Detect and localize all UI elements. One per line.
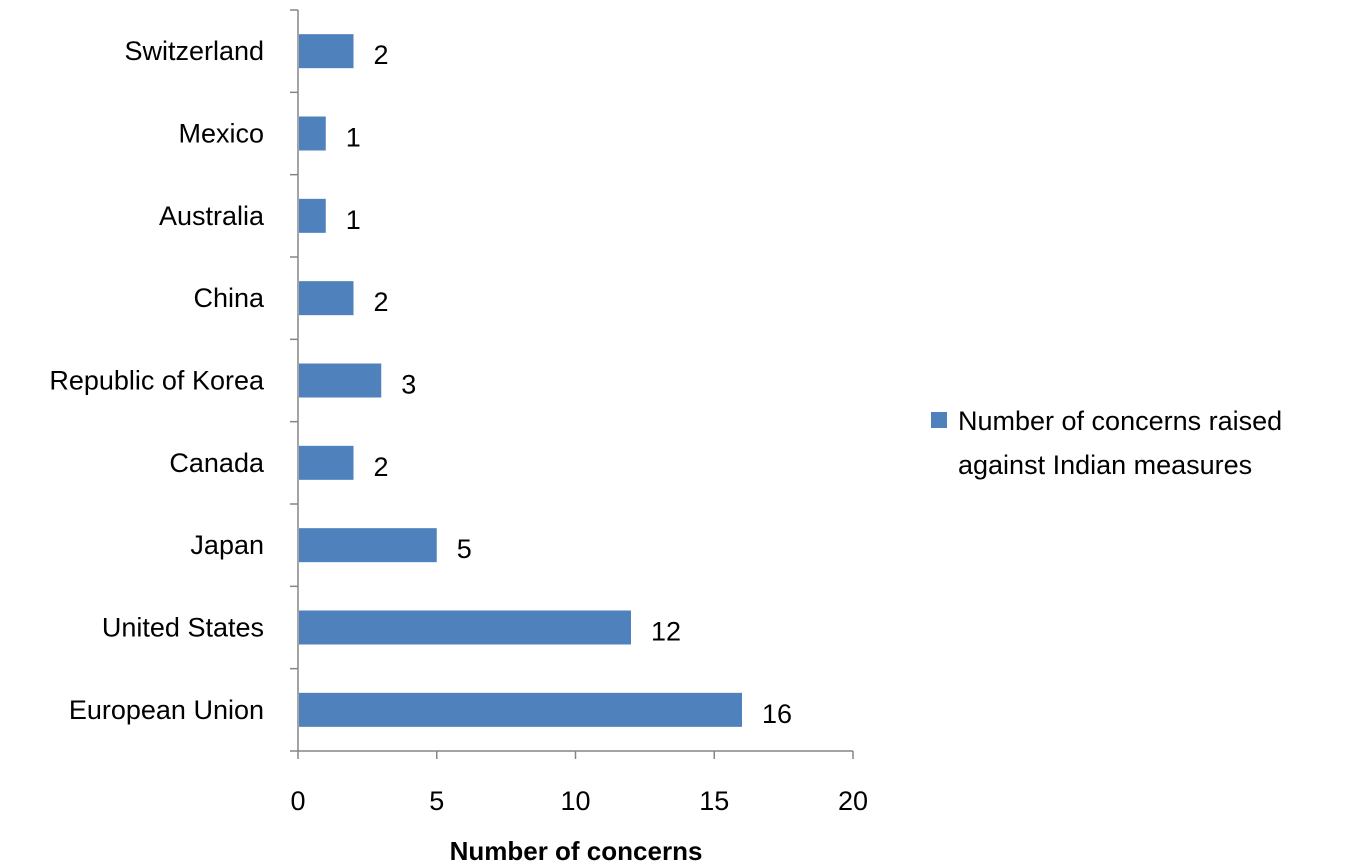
y-category-label: Japan <box>190 530 264 560</box>
x-tick-label: 10 <box>560 786 590 816</box>
data-label: 2 <box>374 287 389 317</box>
x-tick-label: 5 <box>429 786 444 816</box>
data-label: 2 <box>374 452 389 482</box>
x-axis-title: Number of concerns <box>450 836 703 865</box>
y-category-label: Australia <box>159 201 265 231</box>
bar <box>299 116 326 151</box>
y-category-label: European Union <box>69 695 264 725</box>
x-tick-label: 20 <box>838 786 868 816</box>
data-label: 1 <box>346 123 361 153</box>
y-category-label: Canada <box>169 448 265 478</box>
bar <box>299 528 437 563</box>
bar <box>299 363 382 398</box>
legend-label-line-1: Number of concerns raised <box>958 406 1282 436</box>
bar <box>299 445 354 480</box>
data-label: 5 <box>457 534 472 564</box>
y-category-label: Switzerland <box>124 36 264 66</box>
bar <box>299 34 354 69</box>
data-label: 1 <box>346 205 361 235</box>
y-category-label: United States <box>102 613 264 643</box>
data-label: 16 <box>762 699 792 729</box>
y-category-label: China <box>193 283 265 313</box>
bar <box>299 281 354 316</box>
legend: Number of concerns raised against Indian… <box>931 406 1282 480</box>
bar <box>299 692 742 727</box>
data-label: 12 <box>651 617 681 647</box>
x-tick-label: 15 <box>699 786 729 816</box>
legend-label-line-2: against Indian measures <box>958 450 1252 480</box>
data-label: 3 <box>401 370 416 400</box>
legend-swatch <box>931 412 947 428</box>
bar <box>299 198 326 233</box>
x-tick-label: 0 <box>290 786 305 816</box>
y-category-label: Mexico <box>178 119 264 149</box>
y-category-label: Republic of Korea <box>49 366 265 396</box>
bar <box>299 610 631 645</box>
data-label: 2 <box>374 40 389 70</box>
